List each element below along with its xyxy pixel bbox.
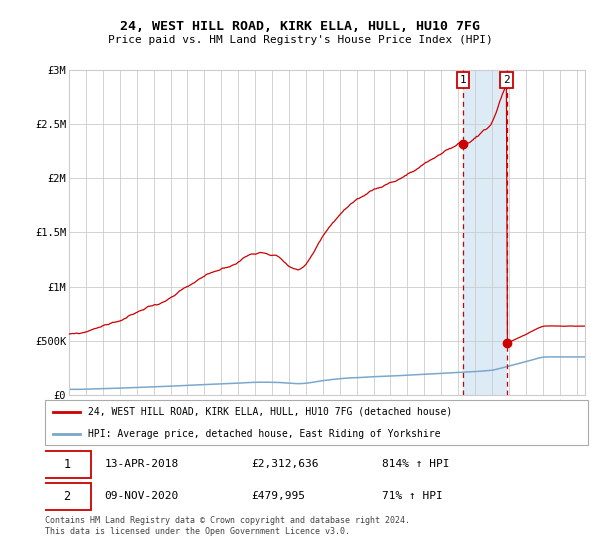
Text: Price paid vs. HM Land Registry's House Price Index (HPI): Price paid vs. HM Land Registry's House …: [107, 35, 493, 45]
Text: 1: 1: [460, 75, 466, 85]
Text: £479,995: £479,995: [251, 491, 305, 501]
Text: 1: 1: [63, 458, 70, 470]
Text: 2: 2: [63, 490, 70, 503]
Text: 24, WEST HILL ROAD, KIRK ELLA, HULL, HU10 7FG: 24, WEST HILL ROAD, KIRK ELLA, HULL, HU1…: [120, 20, 480, 32]
Text: 09-NOV-2020: 09-NOV-2020: [105, 491, 179, 501]
FancyBboxPatch shape: [45, 400, 588, 445]
Text: 71% ↑ HPI: 71% ↑ HPI: [382, 491, 442, 501]
Text: Contains HM Land Registry data © Crown copyright and database right 2024.
This d: Contains HM Land Registry data © Crown c…: [45, 516, 410, 536]
Text: HPI: Average price, detached house, East Riding of Yorkshire: HPI: Average price, detached house, East…: [88, 429, 441, 439]
Text: 13-APR-2018: 13-APR-2018: [105, 459, 179, 469]
Bar: [463, 70, 506, 395]
FancyBboxPatch shape: [42, 483, 91, 510]
Text: £2,312,636: £2,312,636: [251, 459, 319, 469]
FancyBboxPatch shape: [42, 451, 91, 478]
Text: 814% ↑ HPI: 814% ↑ HPI: [382, 459, 449, 469]
Text: 2: 2: [503, 75, 510, 85]
Text: 24, WEST HILL ROAD, KIRK ELLA, HULL, HU10 7FG (detached house): 24, WEST HILL ROAD, KIRK ELLA, HULL, HU1…: [88, 407, 452, 417]
